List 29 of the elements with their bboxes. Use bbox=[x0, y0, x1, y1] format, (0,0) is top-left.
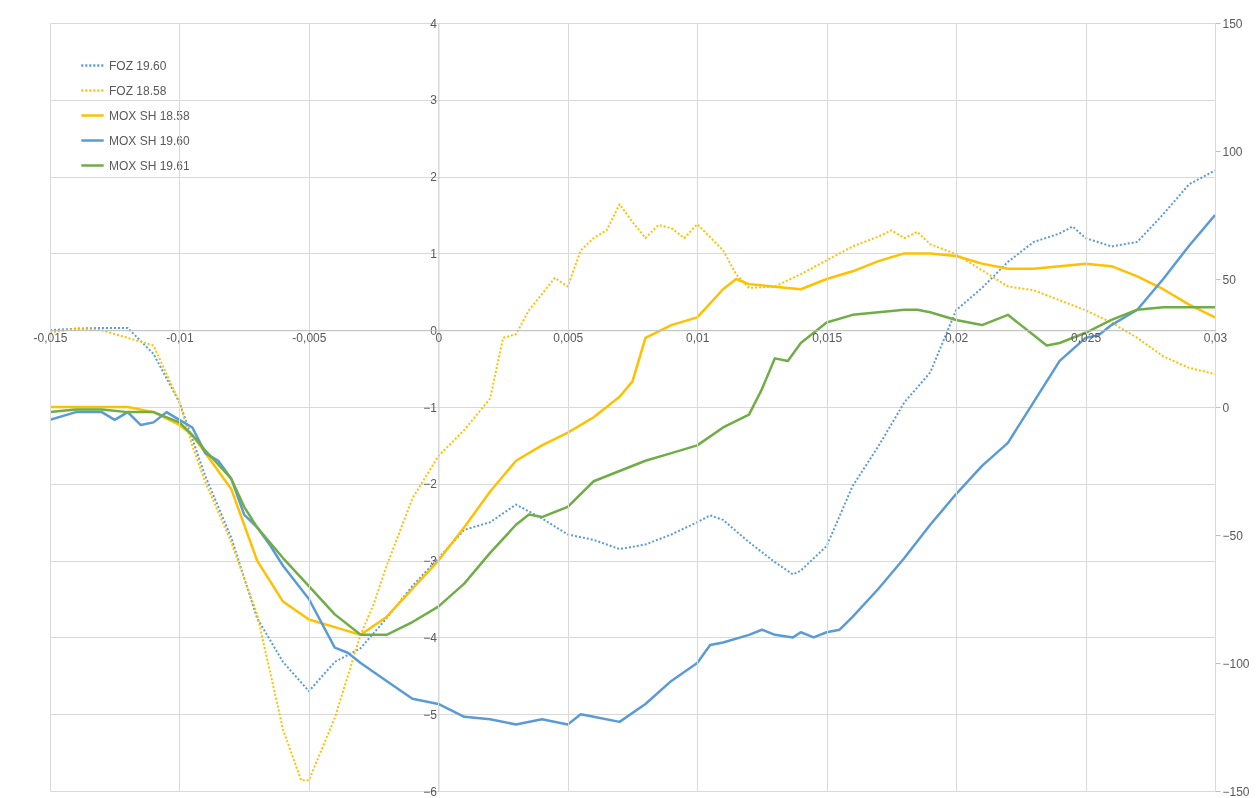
legend-label: FOZ 18.58 bbox=[109, 83, 167, 98]
y-tick-label: 2 bbox=[430, 170, 438, 185]
y2-tick-label: −150 bbox=[1222, 784, 1250, 798]
x-tick-label: -0,01 bbox=[166, 330, 194, 345]
legend-label: MOX SH 19.60 bbox=[109, 133, 191, 148]
legend-label: MOX SH 19.61 bbox=[109, 158, 191, 173]
x-tick-label: -0,015 bbox=[33, 330, 68, 345]
y2-tick-label: −50 bbox=[1222, 528, 1244, 543]
y-tick-label: −4 bbox=[423, 630, 438, 645]
y-tick-label: −1 bbox=[423, 400, 438, 415]
legend-label: FOZ 19.60 bbox=[109, 58, 167, 73]
y-tick-label: 3 bbox=[430, 93, 438, 108]
y-tick-label: 4 bbox=[430, 16, 438, 31]
y2-tick-label: 0 bbox=[1222, 400, 1230, 415]
x-tick-label: 0,03 bbox=[1203, 330, 1228, 345]
y2-tick-label: 50 bbox=[1222, 272, 1237, 287]
y2-tick-label: 100 bbox=[1222, 144, 1243, 159]
y-tick-label: −2 bbox=[423, 477, 438, 492]
y-tick-label: −5 bbox=[423, 707, 438, 722]
y2-tick-label: −100 bbox=[1222, 656, 1250, 671]
y-tick-label: 1 bbox=[430, 246, 438, 261]
x-tick-label: -0,005 bbox=[292, 330, 327, 345]
y2-tick-label: 150 bbox=[1222, 16, 1243, 31]
legend-label: MOX SH 18.58 bbox=[109, 108, 191, 123]
y-tick-label: −6 bbox=[423, 784, 438, 798]
x-tick-label: 0,01 bbox=[686, 330, 710, 345]
x-tick-label: 0,02 bbox=[944, 330, 969, 345]
x-tick-label: 0,005 bbox=[553, 330, 584, 345]
x-tick-label: 0,015 bbox=[812, 330, 843, 345]
